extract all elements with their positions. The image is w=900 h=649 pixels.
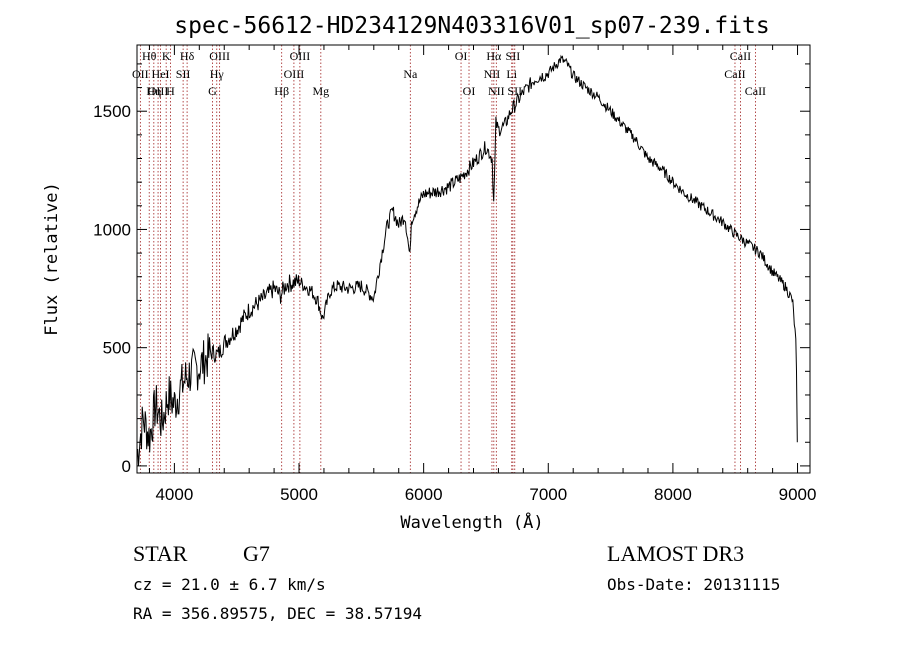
spectral-line-label: CaII	[730, 49, 751, 63]
x-tick-label: 4000	[155, 485, 193, 504]
spectral-line-label: NII	[488, 84, 505, 98]
spectrum-series	[136, 54, 798, 466]
x-tick-label: 6000	[405, 485, 443, 504]
spectral-line-label: Na	[403, 67, 418, 81]
spectral-line-label: OIII	[148, 84, 169, 98]
spectral-line-label: G	[208, 84, 217, 98]
spectral-line-label: HeI	[152, 67, 170, 81]
y-tick-label: 1000	[93, 220, 131, 239]
x-tick-label: 9000	[779, 485, 817, 504]
spectral-line-label: SII	[507, 84, 522, 98]
plot-area-frame	[136, 44, 811, 474]
x-tick-label: 8000	[654, 485, 692, 504]
spectral-line-label: CaII	[745, 84, 766, 98]
x-tick-label: 5000	[280, 485, 318, 504]
spectral-line-label: Hγ	[210, 67, 225, 81]
spectral-line-label: Hθ	[142, 49, 157, 63]
spectral-line-label: OIII	[209, 49, 230, 63]
spectral-line-label: Mg	[312, 84, 329, 98]
y-tick-label: 500	[103, 339, 131, 358]
spectral-line-label: NII	[484, 67, 501, 81]
spectral-line-label: SII	[506, 49, 521, 63]
x-tick-label: 7000	[529, 485, 567, 504]
spectral-line-label: OIII	[290, 49, 311, 63]
spectral-line-label: Hα	[486, 49, 502, 63]
spectral-line-label: OII	[132, 67, 149, 81]
spectral-line-label: Hδ	[180, 49, 195, 63]
spectral-line-label: Hβ	[274, 84, 289, 98]
spectral-line-markers	[139, 45, 756, 473]
spectrum-line	[136, 54, 798, 466]
spectral-line-label: H	[166, 84, 175, 98]
y-tick-label: 1500	[93, 102, 131, 121]
spectral-line-label: OI	[455, 49, 468, 63]
spectral-line-label: Hη	[146, 84, 161, 98]
survey-name: LAMOST DR3	[607, 541, 744, 566]
spectral-line-label: OI	[463, 84, 476, 98]
x-axis-label: Wavelength (Å)	[400, 511, 543, 533]
ra-dec-coordinates: RA = 356.89575, DEC = 38.57194	[133, 604, 422, 623]
y-tick-label: 0	[122, 457, 131, 476]
spectral-line-label: CaII	[724, 67, 745, 81]
spectral-line-label: Li	[506, 67, 517, 81]
axis-ticks	[137, 45, 810, 473]
object-subclass: G7	[243, 541, 270, 566]
observation-date: Obs-Date: 20131115	[607, 575, 780, 594]
axis-tick-labels: 4000 5000 6000 7000 8000 9000 0 500 1000 1500	[93, 102, 816, 504]
object-class: STAR	[133, 541, 188, 566]
chart-title: spec-56612-HD234129N403316V01_sp07-239.f…	[174, 13, 769, 39]
spectral-line-label: K	[162, 49, 171, 63]
redshift-cz: cz = 21.0 ± 6.7 km/s	[133, 575, 326, 594]
spectral-line-label: OIII	[284, 67, 305, 81]
y-axis-label: Flux (relative)	[42, 182, 62, 336]
spectral-line-label: SII	[176, 67, 191, 81]
